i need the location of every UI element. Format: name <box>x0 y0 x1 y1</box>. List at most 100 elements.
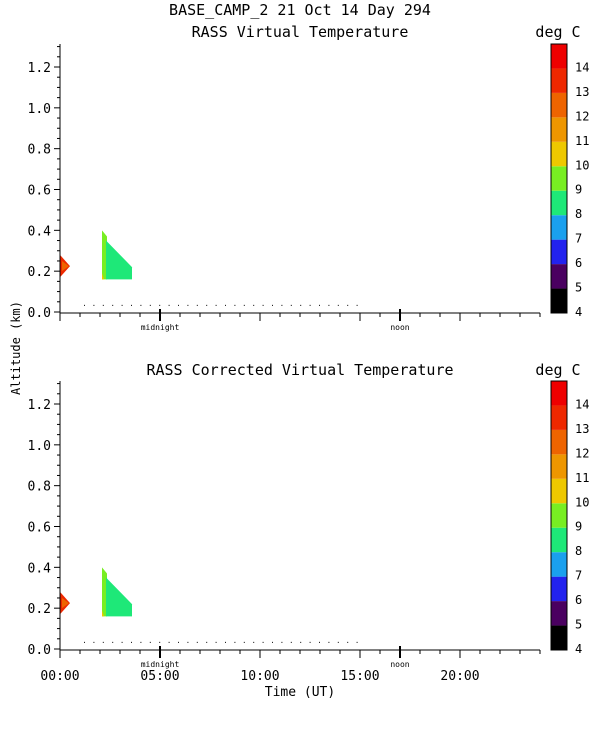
y-axis-label: Altitude (km) <box>9 301 23 395</box>
colorbar-unit: deg C <box>535 23 580 41</box>
data-region-4 <box>102 273 104 280</box>
x-tick-label: 00:00 <box>40 669 79 684</box>
noon-label: noon <box>390 660 409 669</box>
colorbar-label: 13 <box>575 422 589 436</box>
colorbar-label: 4 <box>575 305 582 319</box>
availability-dot <box>168 304 170 306</box>
availability-dot <box>309 304 311 306</box>
y-tick-label: 0.6 <box>28 521 51 536</box>
availability-dot <box>272 641 273 643</box>
colorbar-label: 9 <box>575 183 582 197</box>
availability-dot <box>309 641 311 643</box>
colorbar-swatch <box>551 405 567 430</box>
y-tick-label: 1.0 <box>28 102 51 117</box>
colorbar-frame <box>550 43 568 314</box>
availability-dot <box>149 304 151 306</box>
availability-dot <box>84 641 85 643</box>
colorbar-swatch <box>551 92 567 118</box>
colorbar-swatch <box>551 429 567 455</box>
y-tick-label: 1.2 <box>28 61 51 76</box>
availability-dot <box>347 641 349 643</box>
availability-dot <box>225 641 226 643</box>
availability-dot <box>356 641 358 643</box>
colorbar-swatch <box>551 264 567 289</box>
colorbar-label: 14 <box>575 60 589 74</box>
availability-dot <box>272 304 273 306</box>
x-tick-label: 20:00 <box>440 669 479 684</box>
colorbar-label: 6 <box>575 593 582 607</box>
availability-dot <box>337 304 339 306</box>
availability-dot <box>149 641 151 643</box>
y-tick-label: 0.2 <box>28 602 51 617</box>
colorbar-label: 12 <box>575 109 589 123</box>
availability-dot <box>178 641 179 643</box>
x-tick-label: 15:00 <box>340 669 379 684</box>
availability-dot <box>140 304 142 306</box>
data-region-3 <box>106 240 132 280</box>
data-region-3 <box>106 577 132 617</box>
colorbar-label: 10 <box>575 495 589 509</box>
availability-dot <box>300 304 302 306</box>
panel-virtual-temperature: RASS Virtual Temperature 0.0 0.2 0.4 0.6 0.8 1… <box>28 23 590 332</box>
availability-dot <box>262 641 264 643</box>
availability-dot <box>281 641 283 643</box>
x-ticks: midnight noon 00:00 05:00 10:00 15:00 20:00 Tim… <box>40 646 541 700</box>
x-axis-label: Time (UT) <box>265 685 335 700</box>
availability-dot <box>159 641 161 643</box>
panel-title: RASS Virtual Temperature <box>192 23 409 41</box>
availability-dot <box>328 641 330 643</box>
availability-dot <box>234 304 236 306</box>
y-tick-label: 0.8 <box>28 480 51 495</box>
availability-dot <box>196 304 198 306</box>
data-regions <box>60 230 132 280</box>
colorbar-frame <box>550 380 568 651</box>
colorbar-label: 5 <box>575 618 582 632</box>
availability-dots <box>84 641 358 643</box>
y-tick-label: 0.4 <box>28 224 52 239</box>
colorbar-swatch <box>551 239 567 265</box>
availability-dot <box>319 641 320 643</box>
availability-dot <box>281 304 283 306</box>
availability-dot <box>121 304 123 306</box>
data-region-2 <box>102 567 107 617</box>
y-ticks: 0.0 0.2 0.4 0.6 0.8 1.0 1.2 <box>28 383 60 658</box>
availability-dot <box>290 304 292 306</box>
y-tick-label: 0.2 <box>28 265 51 280</box>
noon-label: noon <box>390 323 409 332</box>
colorbar-swatch <box>551 44 567 69</box>
x-tick-label: 10:00 <box>240 669 279 684</box>
data-region-1 <box>62 260 69 272</box>
colorbar-swatch <box>551 576 567 602</box>
colorbar-swatch <box>551 141 567 167</box>
colorbar-label: 10 <box>575 158 589 172</box>
availability-dot <box>131 641 132 643</box>
panel-title: RASS Corrected Virtual Temperature <box>146 361 453 379</box>
colorbar-swatch <box>551 215 567 240</box>
colorbar-label: 14 <box>575 397 589 411</box>
availability-dot <box>206 304 208 306</box>
colorbar-label: 11 <box>575 471 589 485</box>
data-region-1 <box>62 597 69 609</box>
colorbar-swatch <box>551 454 567 479</box>
availability-dot <box>225 304 226 306</box>
y-tick-label: 0.8 <box>28 143 51 158</box>
y-tick-label: 0.0 <box>28 306 51 321</box>
colorbar-swatch <box>551 117 567 142</box>
colorbar-swatch <box>551 288 567 313</box>
colorbar-label: 7 <box>575 232 582 246</box>
colorbar-swatch <box>551 552 567 577</box>
colorbar-label: 12 <box>575 446 589 460</box>
availability-dot <box>300 641 302 643</box>
availability-dot <box>262 304 264 306</box>
data-regions <box>60 567 132 617</box>
availability-dot <box>159 304 161 306</box>
availability-dot <box>102 304 104 306</box>
colorbar-swatch <box>551 68 567 93</box>
y-tick-label: 0.0 <box>28 643 51 658</box>
colorbar-swatch <box>551 166 567 191</box>
colorbar-unit: deg C <box>535 361 580 379</box>
availability-dot <box>319 304 320 306</box>
data-region-4 <box>102 610 104 617</box>
availability-dot <box>140 641 142 643</box>
